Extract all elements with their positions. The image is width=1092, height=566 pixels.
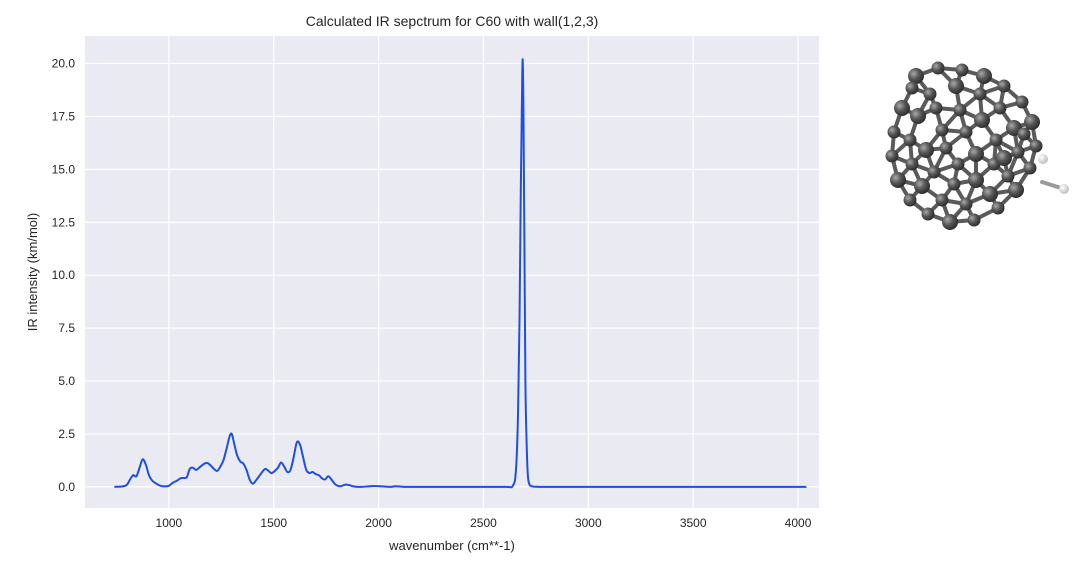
x-tick-label: 1500 <box>260 516 287 530</box>
x-tick-label: 3000 <box>575 516 602 530</box>
x-tick-label: 1000 <box>156 516 183 530</box>
y-gridlines <box>85 62 819 488</box>
y-tick-label: 15.0 <box>52 162 76 176</box>
y-tick-label: 5.0 <box>58 374 75 388</box>
x-tick-labels: 1000 1500 2000 2500 3000 3500 4000 <box>156 516 812 530</box>
x-tick-label: 4000 <box>785 516 812 530</box>
x-tick-label: 2000 <box>365 516 392 530</box>
y-tick-label: 17.5 <box>52 109 76 123</box>
y-tick-label: 0.0 <box>58 480 75 494</box>
x-axis-label: wavenumber (cm**-1) <box>388 538 515 553</box>
ir-spectrum-chart: Calculated IR sepctrum for C60 with wall… <box>25 13 819 553</box>
y-tick-labels: 0.0 2.5 5.0 7.5 10.0 12.5 15.0 17.5 20.0 <box>52 57 76 494</box>
plot-area <box>85 36 819 508</box>
y-tick-label: 7.5 <box>58 321 75 335</box>
y-tick-label: 12.5 <box>52 215 76 229</box>
c60-molecule-image <box>885 61 1069 230</box>
y-tick-label: 20.0 <box>52 57 76 71</box>
chart-title: Calculated IR sepctrum for C60 with wall… <box>306 13 599 29</box>
y-tick-label: 2.5 <box>58 427 75 441</box>
x-tick-label: 3500 <box>680 516 707 530</box>
x-tick-label: 2500 <box>470 516 497 530</box>
ir-spectrum-line <box>114 58 807 489</box>
y-axis-label: IR intensity (km/mol) <box>25 213 40 331</box>
y-tick-label: 10.0 <box>52 268 76 282</box>
x-gridlines <box>168 36 799 508</box>
